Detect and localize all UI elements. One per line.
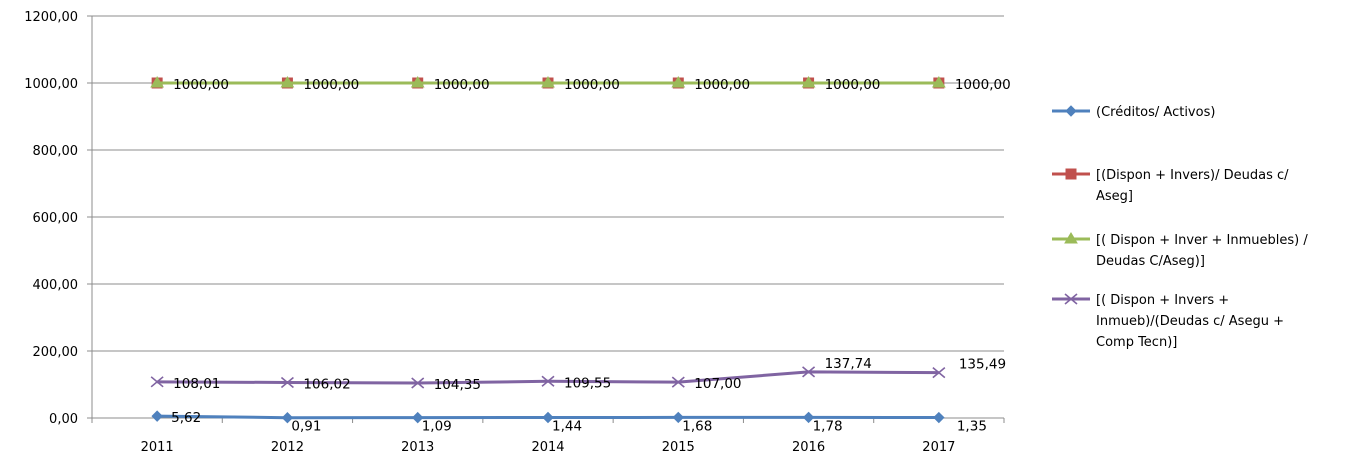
x-axis-tick-labels: 2011 2012 2013 2014 2015 2016 2017: [141, 440, 956, 455]
data-point: [931, 76, 946, 88]
data-label: 1000,00: [434, 77, 490, 93]
data-point: [280, 376, 294, 389]
legend-label: [( Dispon + Inver + Inmuebles) /: [1096, 233, 1308, 248]
data-point: [412, 411, 424, 424]
data-point: [671, 376, 685, 388]
legend-marker: [1065, 168, 1077, 180]
legend-label: Deudas C/Aseg)]: [1096, 254, 1205, 269]
data-label: 1000,00: [173, 77, 229, 93]
data-label: 106,02: [303, 376, 350, 392]
y-tick-label: 200,00: [33, 345, 79, 360]
y-tick-label: 1200,00: [24, 10, 78, 25]
data-point: [933, 411, 945, 424]
legend-label: Aseg]: [1096, 189, 1133, 204]
data-label: 1000,00: [825, 77, 881, 93]
data-label: 1000,00: [955, 77, 1011, 93]
legend-marker: [1064, 293, 1078, 305]
data-label: 1,35: [957, 419, 987, 435]
legend-label: (Créditos/ Activos): [1096, 105, 1215, 120]
legend-label: Inmueb)/(Deudas c/ Asegu +: [1096, 314, 1284, 329]
x-tick-label: 2017: [922, 440, 955, 455]
data-label: 1,78: [813, 418, 843, 434]
x-tick-label: 2011: [141, 440, 174, 455]
data-label: 1,44: [552, 419, 582, 435]
data-point: [671, 76, 686, 88]
data-label: 107,00: [694, 376, 741, 392]
series-lines: [150, 76, 946, 424]
data-label: 0,91: [291, 419, 321, 435]
data-point: [150, 76, 165, 88]
data-label: 104,35: [434, 377, 481, 393]
data-point: [672, 411, 684, 424]
y-tick-label: 800,00: [33, 144, 79, 159]
data-labels: 5,62 0,91 1,09 1,44 1,68 1,78 1,35 1000,00 1000,…: [171, 77, 1011, 435]
y-axis-tick-labels: 0,00 200,00 400,00 600,00 800,00 1000,00 1200,…: [24, 10, 78, 427]
data-point: [281, 411, 294, 424]
data-point: [802, 366, 816, 378]
legend-marker: [1065, 105, 1077, 117]
data-point: [411, 377, 425, 389]
y-tick-label: 0,00: [49, 412, 78, 427]
data-label: 108,01: [173, 376, 220, 392]
data-label: 1,09: [422, 419, 452, 435]
data-label: 1,68: [682, 418, 712, 434]
legend-label: [(Dispon + Invers)/ Deudas c/: [1096, 168, 1289, 183]
x-tick-label: 2016: [792, 440, 825, 455]
data-point: [802, 411, 815, 424]
data-point: [541, 76, 555, 88]
legend-label: [( Dispon + Invers +: [1096, 293, 1229, 308]
data-point: [151, 410, 163, 422]
x-tick-label: 2013: [401, 440, 434, 455]
legend-marker: [1064, 232, 1078, 244]
data-label: 1000,00: [694, 77, 750, 93]
x-tick-label: 2014: [531, 440, 564, 455]
y-tick-label: 1000,00: [24, 77, 78, 92]
data-label: 109,55: [564, 375, 611, 391]
data-label: 135,49: [959, 357, 1006, 373]
data-point: [541, 375, 555, 387]
legend: (Créditos/ Activos) [(Dispon + Invers)/ D…: [1052, 105, 1308, 350]
x-tick-label: 2012: [271, 440, 304, 455]
data-label: 5,62: [171, 410, 201, 426]
data-point: [150, 376, 164, 388]
x-tick-label: 2015: [662, 440, 695, 455]
y-tick-label: 400,00: [33, 278, 79, 293]
y-tick-label: 600,00: [33, 211, 79, 226]
data-point: [280, 76, 295, 88]
data-point: [932, 366, 946, 379]
data-label: 1000,00: [303, 77, 359, 93]
data-label: 137,74: [825, 356, 872, 372]
data-point: [410, 76, 425, 88]
legend-label: Comp Tecn)]: [1096, 335, 1177, 350]
data-point: [801, 76, 816, 88]
data-point: [542, 411, 554, 424]
data-label: 1000,00: [564, 77, 620, 93]
